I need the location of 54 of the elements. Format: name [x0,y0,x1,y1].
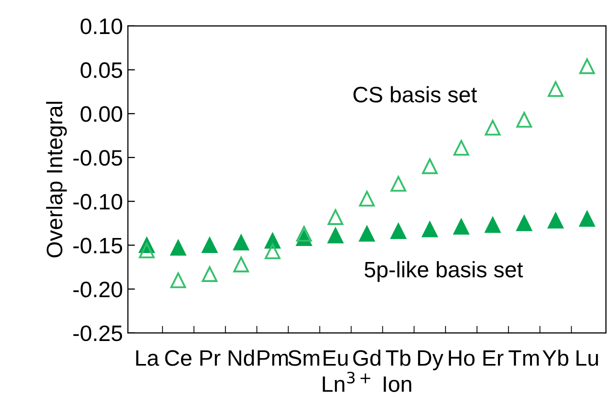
point [390,223,406,240]
point [170,272,186,288]
point [328,209,344,225]
x-tick-label: Sm [288,350,320,366]
point [516,112,532,128]
point [516,215,532,232]
point [548,81,564,97]
point [548,212,564,228]
point [170,240,186,256]
x-tick-label: Nd [228,350,254,366]
y-tick-label: -0.25 [73,325,122,342]
point [453,218,470,235]
y-tick-label: -0.10 [73,194,122,210]
x-tick-label: Er [483,350,504,366]
point [579,58,595,74]
point [390,176,406,192]
x-tick-label: Lu [576,350,598,366]
y-axis-title: Overlap Integral [46,102,67,258]
point [264,243,280,260]
x-tick-label: Gd [353,350,380,366]
y-tick-label: 0.05 [80,62,122,78]
x-tick-label: La [136,350,160,366]
x-tick-label: Pr [200,350,220,366]
y-tick-label: -0.20 [73,282,122,298]
point [202,266,218,282]
point [422,158,438,174]
point [579,211,595,227]
x-tick-label: Tm [508,350,539,366]
point [484,120,501,136]
point [359,226,375,242]
series-label: CS basis set [353,86,477,102]
point [233,256,249,272]
point [233,234,249,250]
series-label: 5p-like basis set [364,261,523,282]
x-tick-label: Eu [324,350,348,366]
y-tick-label: 0.00 [80,106,122,122]
point [328,228,344,244]
x-tick-label: Tb [386,350,410,366]
x-tick-label: Ho [448,350,475,366]
point [296,226,312,242]
y-tick-label: -0.05 [73,150,122,166]
x-tick-label: Yb [542,350,568,366]
point [138,242,155,258]
x-tick-label: Pm [258,350,288,366]
point [484,217,501,233]
point [422,222,438,238]
point [359,190,375,207]
x-axis-title: Ln$^{3+}$ Ion [322,372,412,392]
point [453,140,470,156]
y-tick-label: 0.10 [80,18,122,34]
y-tick-label: -0.15 [73,238,122,254]
x-tick-label: Ce [165,350,192,366]
x-tick-label: Dy [418,350,444,370]
point [202,237,218,254]
